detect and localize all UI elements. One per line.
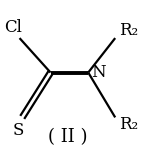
Text: R₂: R₂: [119, 116, 138, 133]
Text: Cl: Cl: [4, 19, 22, 36]
Text: N: N: [91, 64, 106, 81]
Text: ( II ): ( II ): [48, 128, 88, 146]
Text: R₂: R₂: [119, 22, 138, 39]
Text: S: S: [12, 122, 24, 139]
